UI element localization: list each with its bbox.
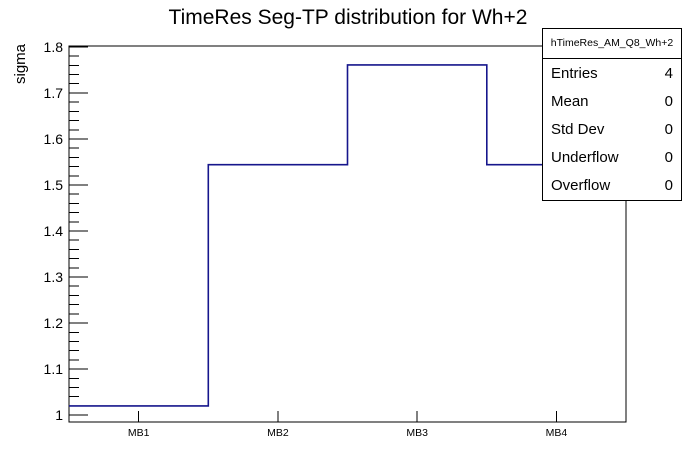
x-axis-tick-label: MB3 — [406, 427, 428, 439]
y-axis-tick-label: 1 — [55, 407, 63, 423]
stats-row-value: 0 — [664, 177, 673, 195]
stats-row-label: Overflow — [551, 177, 611, 195]
stats-row: Underflow 0 — [543, 144, 681, 172]
y-axis-tick-label: 1.6 — [44, 131, 64, 147]
stats-row: Mean 0 — [543, 87, 681, 115]
stats-row-label: Mean — [551, 92, 589, 110]
stats-row: Entries 4 — [543, 59, 681, 87]
stats-box: hTimeRes_AM_Q8_Wh+2 Entries 4 Mean 0 Std Dev… — [542, 28, 682, 201]
stats-row-label: Underflow — [551, 149, 619, 167]
y-axis-tick-label: 1.1 — [44, 361, 64, 377]
y-axis-tick-label: 1.4 — [44, 223, 64, 239]
stats-row: Std Dev 0 — [543, 115, 681, 143]
y-axis-tick-label: 1.5 — [44, 177, 64, 193]
stats-row-label: Std Dev — [551, 121, 605, 138]
y-axis-tick-label: 1.7 — [44, 85, 64, 101]
x-axis-tick-label: MB4 — [546, 427, 568, 439]
y-axis-tick-label: 1.8 — [44, 39, 64, 55]
stats-row-value: 4 — [664, 64, 673, 82]
y-axis-tick-label: 1.2 — [44, 315, 64, 331]
stats-row-label: Entries — [551, 64, 598, 82]
histogram-line — [69, 64, 626, 407]
y-axis-tick-label: 1.3 — [44, 269, 64, 285]
stats-row: Overflow 0 — [543, 172, 681, 200]
stats-row-value: 0 — [664, 121, 673, 138]
stats-row-value: 0 — [664, 92, 673, 110]
plot-frame — [68, 45, 627, 423]
chart-title: TimeRes Seg-TP distribution for Wh+2 — [168, 6, 528, 29]
x-axis-tick-label: MB2 — [267, 427, 289, 439]
stats-row-value: 0 — [664, 149, 673, 167]
stats-box-title: hTimeRes_AM_Q8_Wh+2 — [543, 29, 681, 59]
x-axis-tick-label: MB1 — [128, 427, 150, 439]
stats-rows: Entries 4 Mean 0 Std Dev 0 Underflow 0 Overflow 0 — [543, 59, 681, 200]
